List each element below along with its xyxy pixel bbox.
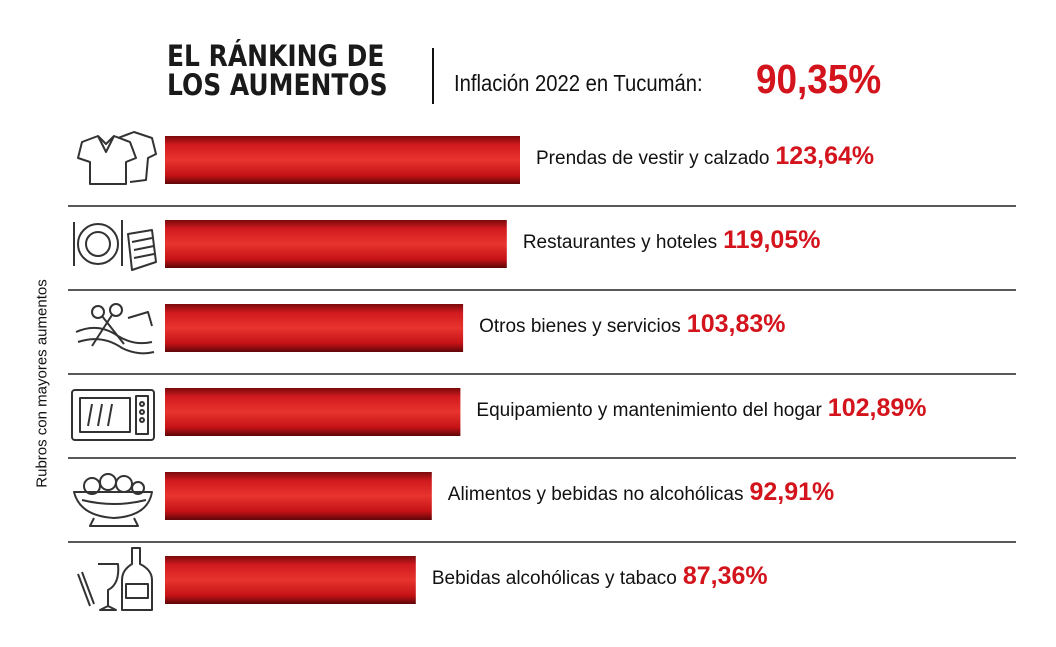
bar (165, 136, 520, 184)
bar (165, 472, 432, 520)
inflation-label: Inflación 2022 en Tucumán: (454, 70, 703, 96)
bar (165, 220, 507, 268)
food-bowl-icon (73, 473, 153, 527)
title-divider (432, 48, 434, 104)
title-line-2: LOS AUMENTOS (167, 68, 388, 102)
value-label: 103,83% (686, 310, 786, 338)
bar (165, 556, 416, 604)
bar (165, 388, 461, 436)
value-label: 119,05% (723, 226, 821, 254)
bar-label: Bebidas alcohólicas y tabaco 87,36% (432, 562, 768, 591)
category-label: Bebidas alcohólicas y tabaco (431, 568, 677, 589)
bar-label: Restaurantes y hoteles 119,05% (523, 226, 821, 255)
category-label: Restaurantes y hoteles (522, 232, 718, 253)
category-label: Otros bienes y servicios (479, 316, 681, 337)
title-line-1: EL RÁNKING DE (167, 39, 385, 73)
microwave-icon (71, 389, 155, 441)
bar-label: Otros bienes y servicios 103,83% (479, 310, 785, 339)
bar (165, 304, 464, 352)
inflation-summary: Inflación 2022 en Tucumán: 90,35% (454, 56, 881, 102)
category-label: Alimentos y bebidas no alcohólicas (447, 484, 744, 505)
clothing-icon (77, 131, 157, 185)
bar-label: Equipamiento y mantenimiento del hogar 10… (476, 394, 926, 423)
scissors-icon (75, 303, 155, 355)
value-label: 92,91% (749, 478, 835, 506)
restaurant-icon (73, 220, 157, 271)
category-label: Equipamiento y mantenimiento del hogar (476, 400, 822, 421)
value-label: 102,89% (827, 394, 927, 422)
category-label: Prendas de vestir y calzado (536, 148, 770, 169)
value-label: 123,64% (775, 142, 875, 170)
bottle-glass-icon (77, 547, 153, 611)
bar-label: Prendas de vestir y calzado 123,64% (536, 142, 874, 171)
value-label: 87,36% (682, 562, 768, 590)
bar-label: Alimentos y bebidas no alcohólicas 92,91% (448, 478, 835, 507)
inflation-value: 90,35% (756, 56, 882, 102)
title-block: EL RÁNKING DE LOS AUMENTOS (167, 42, 423, 100)
